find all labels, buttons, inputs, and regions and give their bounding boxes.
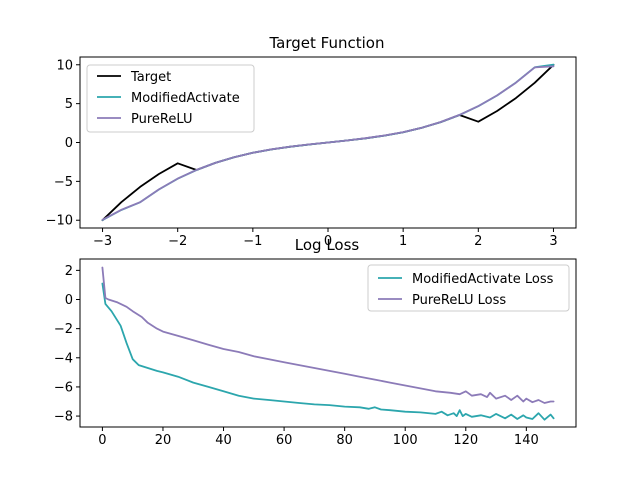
x-tick-label: −1 [243, 234, 262, 249]
chart-title: Target Function [269, 34, 385, 52]
plot-frame [79, 258, 577, 428]
x-tick-label: −2 [168, 234, 187, 249]
x-tick-label: 80 [336, 433, 353, 448]
series-line-purerelu-loss [101, 266, 555, 404]
legend-label-purerelu: PureReLU [131, 112, 192, 127]
series-line-modifiedactivate-loss [101, 282, 555, 421]
x-tick-label: 20 [155, 433, 172, 448]
y-tick-label: −8 [54, 410, 73, 425]
y-tick-label: 10 [56, 58, 73, 73]
y-tick-label: 5 [65, 97, 73, 112]
y-tick-label: 0 [65, 136, 73, 151]
y-tick-label: −10 [46, 214, 73, 229]
legend: Target ModifiedActivate PureReLU [86, 64, 255, 133]
x-tick-label: −3 [93, 234, 112, 249]
y-tick-label: −4 [54, 351, 73, 366]
x-tick-label: 120 [453, 433, 478, 448]
y-tick-label: 0 [65, 293, 73, 308]
chart-title: Log Loss [295, 236, 360, 254]
x-tick-label: 0 [324, 234, 332, 249]
x-tick-label: 140 [514, 433, 539, 448]
x-tick-label: 3 [549, 234, 557, 249]
legend-label-modifiedactivate-loss: ModifiedActivate Loss [412, 272, 554, 287]
x-tick-label: 40 [215, 433, 232, 448]
y-tick-label: −2 [54, 322, 73, 337]
y-tick-label: 2 [65, 264, 73, 279]
x-tick-label: 60 [276, 433, 293, 448]
x-tick-label: 1 [399, 234, 407, 249]
y-tick-label: −5 [54, 175, 73, 190]
legend-label-target: Target [130, 70, 171, 85]
x-tick-label: 100 [393, 433, 418, 448]
series-line-purerelu [101, 65, 555, 221]
x-tick-label: 2 [474, 234, 482, 249]
y-tick-label: −6 [54, 380, 73, 395]
legend-label-modifiedactivate: ModifiedActivate [131, 91, 240, 106]
chart-log-loss: Log Loss 0 20 40 60 80 100 120 140−8−6−4−202 Mo… [54, 236, 577, 448]
legend: ModifiedActivate Loss PureReLU Loss [367, 264, 570, 312]
x-tick-label: 0 [98, 433, 106, 448]
legend-box [367, 264, 570, 312]
legend-label-purerelu-loss: PureReLU Loss [412, 293, 506, 308]
legend-box [86, 64, 255, 133]
